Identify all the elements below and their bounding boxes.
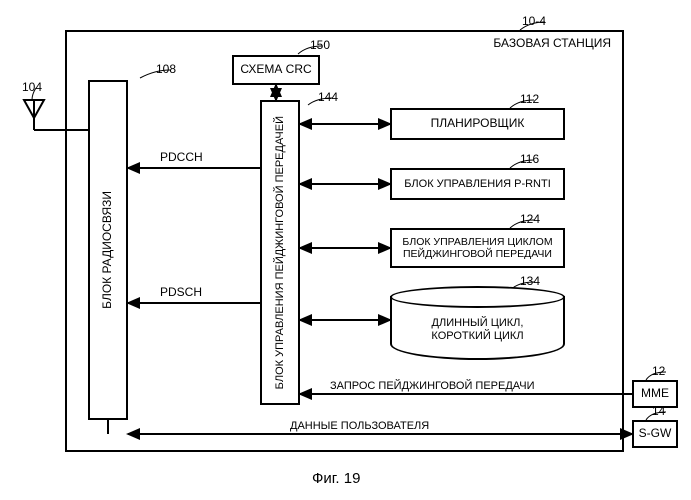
scheduler-ref: 112	[520, 92, 539, 106]
db-ref: 134	[520, 274, 540, 288]
sgw-label: S-GW	[639, 427, 672, 441]
pdsch-label: PDSCH	[160, 285, 202, 299]
pdcch-label: PDCCH	[160, 150, 203, 164]
prnti-ref: 116	[520, 152, 539, 166]
antenna-ref: 104	[22, 80, 42, 94]
mme-label: MME	[641, 387, 669, 401]
radio-block: БЛОК РАДИОСВЯЗИ	[88, 80, 128, 420]
sgw-ref: 14	[652, 404, 665, 418]
paging-block-label: БЛОК УПРАВЛЕНИЯ ПЕЙДЖИНГОВОЙ ПЕРЕДАЧЕЙ	[274, 116, 287, 389]
base-station-ref: 10-4	[522, 14, 546, 28]
radio-ref: 108	[156, 62, 176, 76]
scheduler-box: ПЛАНИРОВЩИК	[390, 108, 565, 140]
db-cylinder-top	[390, 286, 565, 308]
base-station-title: БАЗОВАЯ СТАНЦИЯ	[493, 36, 611, 50]
mme-ref: 12	[652, 364, 665, 378]
paging-ref: 144	[318, 90, 338, 104]
db-cylinder: ДЛИННЫЙ ЦИКЛ, КОРОТКИЙ ЦИКЛ	[390, 286, 565, 354]
db-label: ДЛИННЫЙ ЦИКЛ, КОРОТКИЙ ЦИКЛ	[408, 317, 548, 342]
crc-box: СХЕМА CRC	[232, 55, 320, 85]
cycle-box: БЛОК УПРАВЛЕНИЯ ЦИКЛОМ ПЕЙДЖИНГОВОЙ ПЕРЕ…	[390, 228, 565, 268]
paging-block: БЛОК УПРАВЛЕНИЯ ПЕЙДЖИНГОВОЙ ПЕРЕДАЧЕЙ	[260, 100, 300, 405]
figure-caption: Фиг. 19	[312, 470, 360, 487]
cycle-label: БЛОК УПРАВЛЕНИЯ ЦИКЛОМ ПЕЙДЖИНГОВОЙ ПЕРЕ…	[394, 236, 561, 260]
prnti-label: БЛОК УПРАВЛЕНИЯ P-RNTI	[404, 178, 551, 191]
crc-label: СХЕМА CRC	[240, 63, 311, 77]
user-data-label: ДАННЫЕ ПОЛЬЗОВАТЕЛЯ	[290, 420, 429, 432]
scheduler-label: ПЛАНИРОВЩИК	[431, 117, 525, 131]
paging-req-label: ЗАПРОС ПЕЙДЖИНГОВОЙ ПЕРЕДАЧИ	[330, 380, 535, 392]
radio-block-label: БЛОК РАДИОСВЯЗИ	[101, 191, 115, 309]
sgw-box: S-GW	[632, 420, 678, 448]
prnti-box: БЛОК УПРАВЛЕНИЯ P-RNTI	[390, 168, 565, 200]
cycle-ref: 124	[520, 212, 540, 226]
crc-ref: 150	[310, 38, 330, 52]
